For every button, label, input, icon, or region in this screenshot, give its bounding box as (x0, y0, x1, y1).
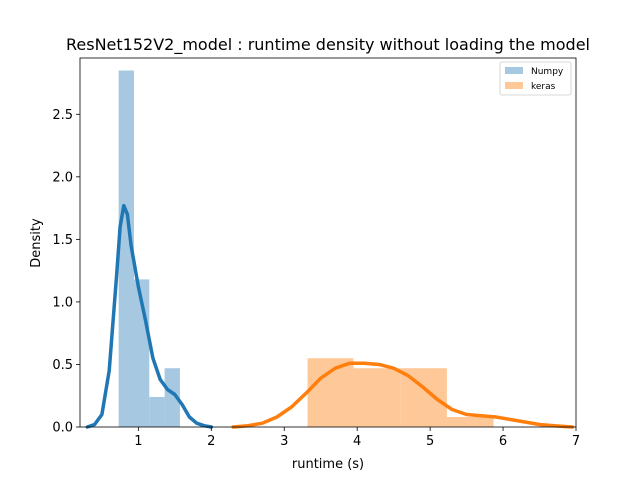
legend-label-numpy: Numpy (531, 67, 564, 77)
y-tick-label: 2.5 (52, 108, 73, 123)
y-tick-label: 1.5 (52, 233, 73, 248)
x-tick-label: 6 (499, 434, 507, 449)
legend: Numpy keras (499, 61, 572, 96)
legend-swatch-numpy (505, 67, 523, 74)
legend-swatch-keras (505, 82, 523, 89)
legend-label-keras: keras (531, 82, 556, 92)
hist-bar-keras-3 (446, 416, 494, 427)
x-axis-label: runtime (s) (292, 457, 364, 472)
x-tick-label: 3 (280, 434, 288, 449)
hist-bar-keras-0 (307, 358, 354, 427)
hist-bar-keras-1 (353, 368, 401, 427)
y-tick-label: 0.5 (52, 358, 73, 373)
plot-frame (79, 57, 577, 428)
hist-bar-numpy-0 (118, 70, 134, 427)
kde-line-keras (231, 361, 575, 429)
y-axis-label: Density (29, 218, 44, 268)
kde-line-numpy (85, 203, 214, 429)
x-tick-label: 5 (426, 434, 434, 449)
y-tick-label: 0.0 (52, 421, 73, 436)
x-tick-label: 1 (134, 434, 142, 449)
hist-bar-numpy-3 (164, 368, 180, 427)
hist-bar-keras-2 (400, 368, 447, 427)
chart-title: ResNet152V2_model : runtime density with… (66, 35, 590, 55)
hist-bar-numpy-2 (149, 396, 165, 427)
x-tick-label: 2 (207, 434, 215, 449)
x-tick-label: 7 (572, 434, 580, 449)
y-tick-label: 2.0 (52, 170, 73, 185)
x-tick-label: 4 (353, 434, 361, 449)
y-tick-label: 1.0 (52, 295, 73, 310)
